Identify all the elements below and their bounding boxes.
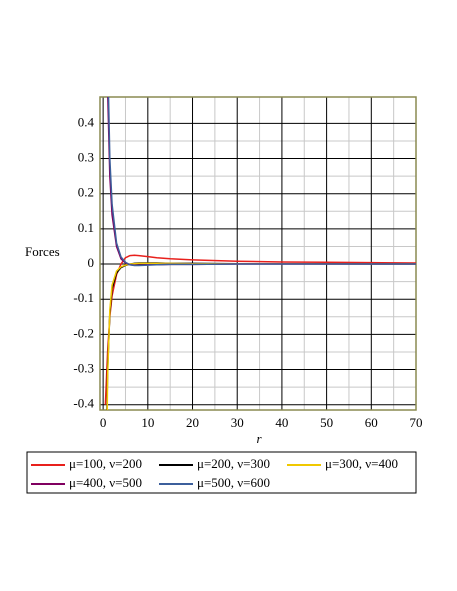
y-tick-label: -0.1 [73, 290, 94, 305]
y-tick-label: 0.3 [78, 150, 94, 165]
x-tick-label: 0 [100, 415, 107, 430]
y-tick-label: 0.1 [78, 220, 94, 235]
y-tick-label: -0.2 [73, 325, 94, 340]
x-tick-label: 60 [365, 415, 378, 430]
x-tick-label: 50 [320, 415, 333, 430]
y-tick-label: 0 [88, 255, 95, 270]
legend-label: μ=400, ν=500 [69, 475, 142, 490]
series-line [107, 97, 416, 267]
plot-lines [104, 97, 416, 410]
x-tick-label: 10 [141, 415, 154, 430]
y-axis-label: Forces [25, 244, 60, 259]
legend-box [26, 451, 417, 494]
legend-label: μ=500, ν=600 [197, 475, 270, 490]
y-tick-label: -0.4 [73, 396, 94, 411]
y-tick-label: 0.2 [78, 185, 94, 200]
plot-frame [99, 96, 417, 411]
x-tick-label: 40 [275, 415, 288, 430]
legend-label: μ=200, ν=300 [197, 456, 270, 471]
legend-label: μ=300, ν=400 [325, 456, 398, 471]
x-axis-label: r [256, 431, 262, 446]
y-tick-label: -0.3 [73, 361, 94, 376]
x-tick-label: 70 [410, 415, 423, 430]
legend-label: μ=100, ν=200 [69, 456, 142, 471]
x-tick-label: 20 [186, 415, 199, 430]
x-tick-label: 30 [231, 415, 244, 430]
y-tick-label: 0.4 [78, 114, 95, 129]
